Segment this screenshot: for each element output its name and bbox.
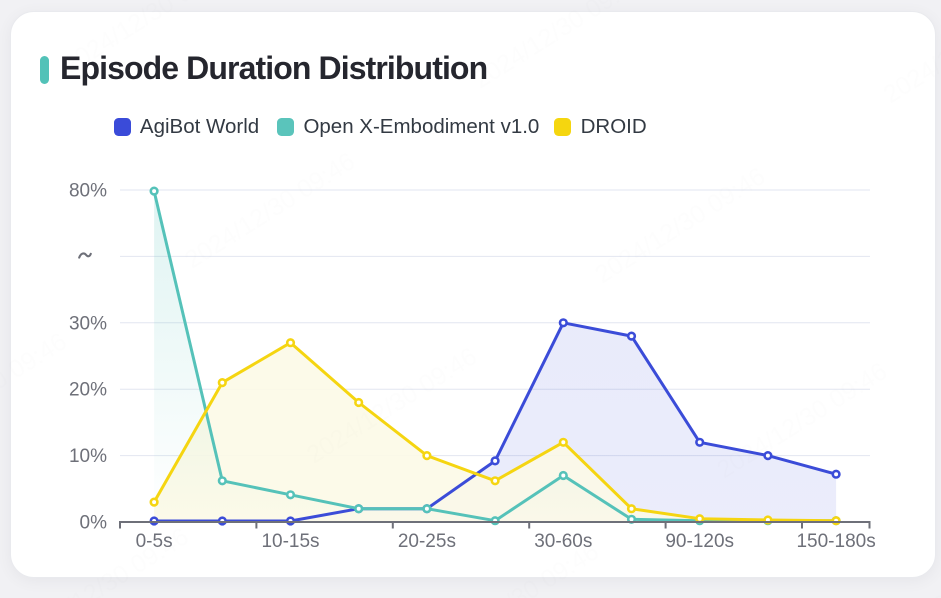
svg-text:0%: 0% — [80, 513, 108, 534]
svg-text:20-25s: 20-25s — [398, 531, 456, 552]
svg-text:0-5s: 0-5s — [136, 531, 173, 552]
svg-text:90-120s: 90-120s — [665, 531, 734, 552]
svg-text:30%: 30% — [69, 313, 107, 334]
svg-text:30-60s: 30-60s — [534, 531, 592, 552]
svg-text:10-15s: 10-15s — [261, 531, 319, 552]
svg-text:10%: 10% — [69, 446, 107, 467]
svg-text:80%: 80% — [69, 181, 107, 202]
svg-text:20%: 20% — [69, 380, 107, 401]
svg-text:150-180s: 150-180s — [796, 531, 875, 552]
